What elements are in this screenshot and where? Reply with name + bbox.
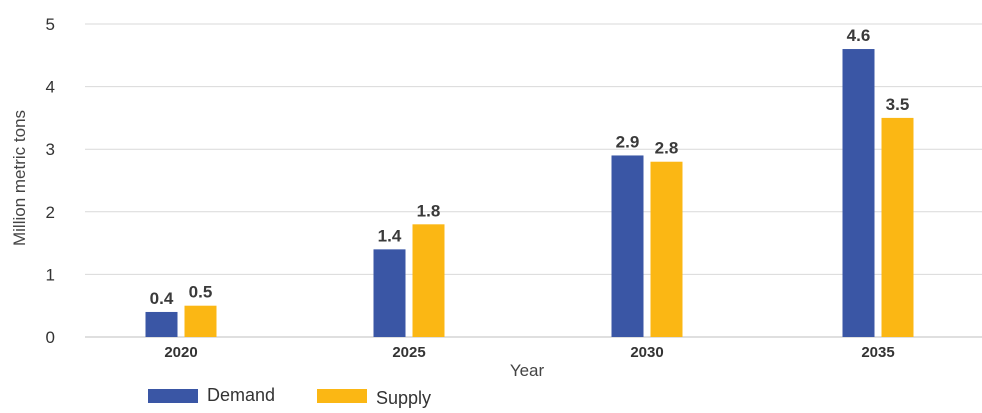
bar-supply-2020 xyxy=(184,305,217,337)
bar-supply-2035 xyxy=(881,117,914,338)
data-label-demand-2030: 2.9 xyxy=(616,132,640,151)
x-category-label: 2020 xyxy=(164,344,197,361)
data-label-demand-2025: 1.4 xyxy=(378,226,402,245)
x-axis-title: Year xyxy=(510,361,545,380)
bar-demand-2025 xyxy=(373,249,406,337)
y-axis-title: Million metric tons xyxy=(10,110,29,246)
y-tick-label: 0 xyxy=(46,328,55,347)
data-label-demand-2035: 4.6 xyxy=(847,26,871,45)
bar-demand-2020 xyxy=(145,311,178,337)
y-tick-label: 1 xyxy=(46,265,55,284)
data-labels: 0.4 0.5 1.4 1.8 2.9 2.8 4.6 3.5 xyxy=(150,26,910,308)
data-label-supply-2025: 1.8 xyxy=(417,201,441,220)
y-axis-ticks: 0 1 2 3 4 5 xyxy=(46,15,55,347)
data-label-supply-2035: 3.5 xyxy=(886,95,910,114)
y-tick-label: 4 xyxy=(46,78,55,97)
legend-label-demand: Demand xyxy=(207,385,275,405)
x-axis-categories: 2020 2025 2030 2035 xyxy=(164,344,894,361)
data-label-supply-2030: 2.8 xyxy=(655,139,679,158)
bars xyxy=(145,49,914,338)
data-label-supply-2020: 0.5 xyxy=(189,283,213,302)
bar-supply-2030 xyxy=(650,161,683,337)
legend: Demand Supply xyxy=(148,385,431,408)
y-tick-label: 3 xyxy=(46,140,55,159)
x-category-label: 2035 xyxy=(861,344,894,361)
x-category-label: 2030 xyxy=(630,344,663,361)
bar-supply-2025 xyxy=(412,224,445,337)
y-tick-label: 2 xyxy=(46,203,55,222)
data-label-demand-2020: 0.4 xyxy=(150,289,174,308)
legend-swatch-demand xyxy=(148,389,198,403)
bar-demand-2030 xyxy=(611,155,644,337)
legend-label-supply: Supply xyxy=(376,388,431,408)
bar-demand-2035 xyxy=(842,49,875,337)
x-category-label: 2025 xyxy=(392,344,425,361)
gridlines xyxy=(85,23,982,338)
y-tick-label: 5 xyxy=(46,15,55,34)
legend-swatch-supply xyxy=(317,389,367,403)
